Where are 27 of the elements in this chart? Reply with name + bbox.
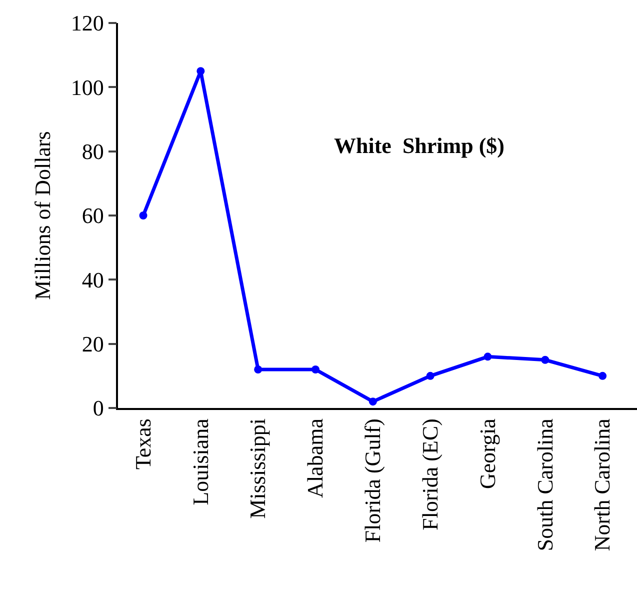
y-tick-label: 120 [70, 10, 104, 36]
y-tick-label: 80 [82, 139, 104, 164]
x-tick-label: Mississippi [245, 418, 270, 519]
y-tick-label: 100 [70, 74, 104, 100]
x-tick-label: Georgia [474, 418, 500, 490]
point [484, 352, 492, 361]
x-tick-label: Florida (Gulf) [360, 418, 386, 543]
y-tick-label: 0 [92, 396, 104, 421]
point [426, 372, 434, 380]
point [541, 356, 550, 364]
x-tick-label: South Carolina [532, 418, 558, 552]
y-tick-label: 60 [82, 203, 104, 228]
point [368, 398, 377, 406]
point [312, 366, 320, 374]
x-tick-label: Louisiana [188, 418, 213, 506]
point [139, 212, 148, 220]
y-axis-title: Millions of Dollars [30, 131, 56, 300]
x-tick-label: Texas [130, 418, 156, 470]
point [598, 372, 607, 380]
point [254, 366, 262, 374]
y-tick-label: 20 [82, 332, 104, 357]
x-tick-label: Alabama [302, 418, 328, 498]
point [196, 67, 205, 76]
x-tick-label: Florida (EC) [417, 418, 442, 530]
text: White Shrimp ($) [334, 133, 504, 158]
y-tick-label: 40 [82, 267, 104, 292]
x-tick-label: North Carolina [590, 418, 615, 552]
